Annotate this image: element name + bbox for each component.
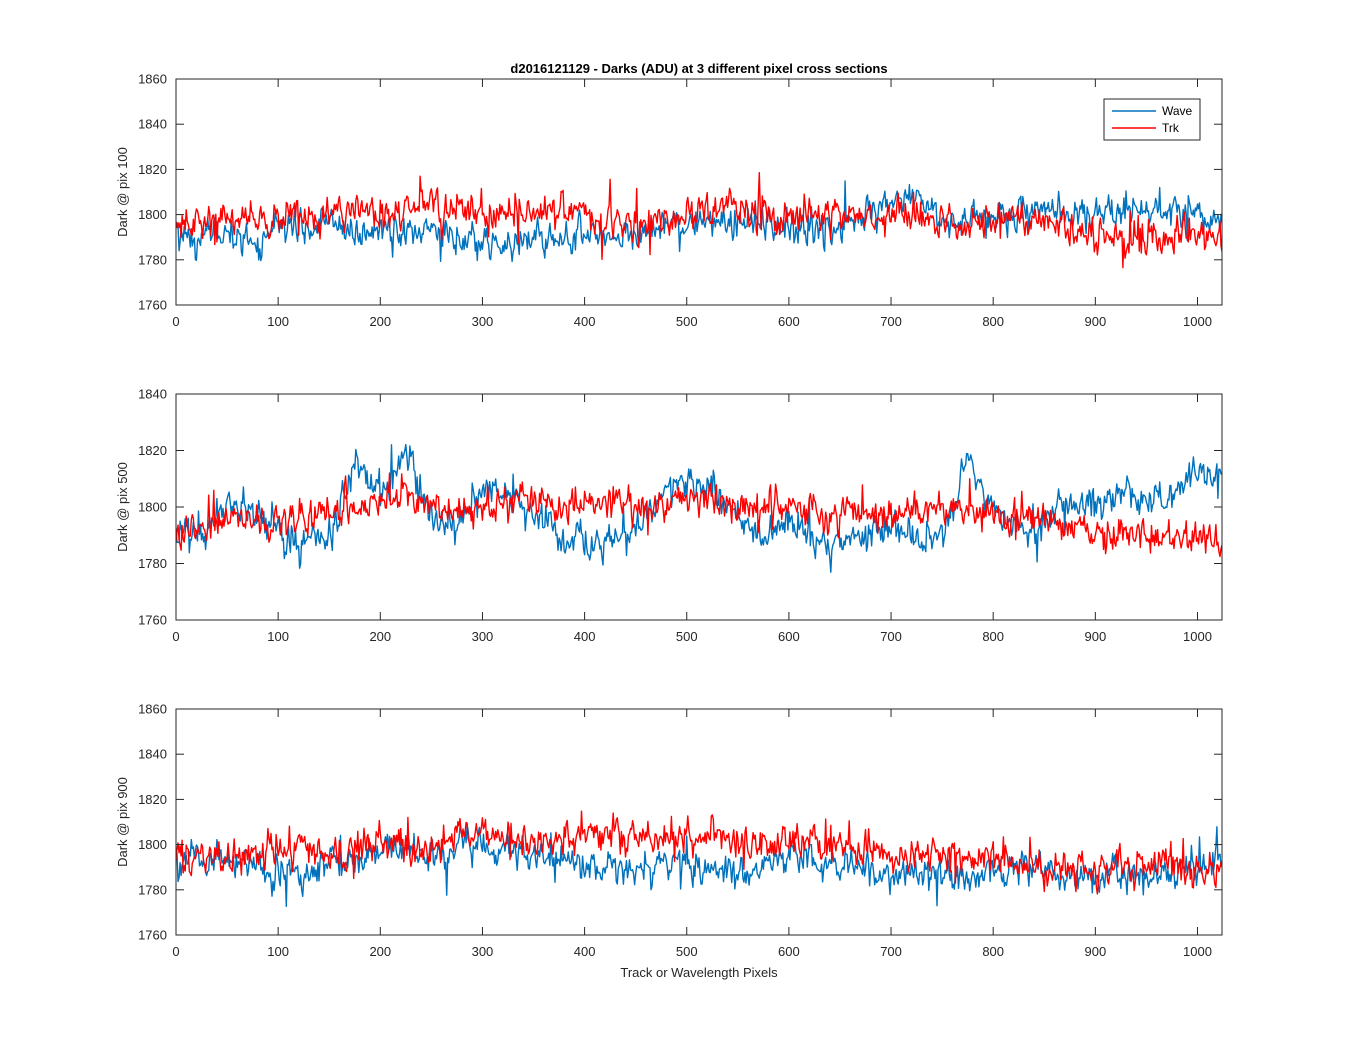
legend-item-wave[interactable]: Wave [1112, 104, 1193, 118]
series-wave-line [176, 180, 1222, 263]
x-tick-label: 900 [1084, 944, 1106, 959]
x-tick-label: 200 [369, 629, 391, 644]
y-tick-label: 1800 [138, 837, 167, 852]
y-tick-label: 1840 [138, 387, 167, 402]
panel-1: 0 100 200 300 400 500 600 700 800 900 1000 1760 1780… [115, 72, 1223, 329]
x-tick-label: 400 [574, 944, 596, 959]
y-tick-label: 1860 [138, 702, 167, 717]
y-axis-label: Dark @ pix 500 [115, 462, 130, 552]
legend-label: Wave [1162, 104, 1193, 118]
y-tick-label: 1820 [138, 792, 167, 807]
x-tick-label: 500 [676, 629, 698, 644]
x-tick-label: 800 [982, 314, 1004, 329]
legend[interactable]: Wave Trk [1103, 98, 1201, 141]
y-tick-label: 1760 [138, 928, 167, 943]
x-tick-label: 100 [267, 944, 289, 959]
x-tick-label: 800 [982, 944, 1004, 959]
plot-area [176, 79, 1222, 305]
x-tick-label: 300 [472, 944, 494, 959]
x-tick-label: 200 [369, 944, 391, 959]
x-tick-label: 100 [267, 629, 289, 644]
x-tick-label: 1000 [1183, 944, 1212, 959]
x-tick-label: 0 [172, 314, 179, 329]
series-trk-line [176, 472, 1222, 558]
x-tick-label: 600 [778, 314, 800, 329]
y-tick-label: 1820 [138, 443, 167, 458]
x-tick-label: 800 [982, 629, 1004, 644]
y-tick-label: 1760 [138, 298, 167, 313]
y-tick-label: 1800 [138, 207, 167, 222]
x-tick-label: 700 [880, 629, 902, 644]
x-tick-label: 0 [172, 944, 179, 959]
figure-title: d2016121129 - Darks (ADU) at 3 different… [510, 61, 887, 76]
x-tick-label: 1000 [1183, 314, 1212, 329]
y-tick-label: 1840 [138, 117, 167, 132]
series-group [176, 443, 1222, 573]
x-tick-label: 900 [1084, 314, 1106, 329]
y-tick-label: 1780 [138, 252, 167, 267]
x-tick-label: 500 [676, 944, 698, 959]
axes-frame [175, 708, 1223, 936]
series-group [176, 171, 1222, 269]
x-tick-label: 200 [369, 314, 391, 329]
x-tick-label: 900 [1084, 629, 1106, 644]
x-tick-label: 700 [880, 314, 902, 329]
x-tick-label: 400 [574, 629, 596, 644]
x-tick-label: 100 [267, 314, 289, 329]
x-tick-label: 300 [472, 629, 494, 644]
axes-frame [175, 78, 1223, 306]
series-trk-line [176, 810, 1222, 895]
y-tick-label: 1800 [138, 500, 167, 515]
x-tick-label: 300 [472, 314, 494, 329]
panels: 0 100 200 300 400 500 600 700 800 900 100017601780… [115, 72, 1223, 959]
series-wave-line [176, 824, 1222, 908]
y-tick-label: 1780 [138, 882, 167, 897]
y-tick-label: 1780 [138, 556, 167, 571]
x-tick-label: 500 [676, 314, 698, 329]
y-axis-label: Dark @ pix 900 [115, 777, 130, 867]
x-tick-label: 400 [574, 314, 596, 329]
y-tick-label: 1860 [138, 72, 167, 87]
x-axis-label: Track or Wavelength Pixels [620, 965, 778, 980]
legend-box [1103, 98, 1201, 141]
x-tick-label: 0 [172, 629, 179, 644]
x-tick-label: 1000 [1183, 629, 1212, 644]
y-tick-label: 1760 [138, 613, 167, 628]
series-group [176, 810, 1222, 908]
x-tick-label: 700 [880, 944, 902, 959]
y-tick-label: 1840 [138, 747, 167, 762]
plot-area [176, 709, 1222, 935]
panel-3: 0 100 200 300 400 500 600 700 800 900 1000 1760 1780… [115, 702, 1223, 959]
x-tick-label: 600 [778, 629, 800, 644]
legend-item-trk[interactable]: Trk [1112, 121, 1180, 135]
series-trk-line [176, 171, 1222, 269]
legend-label: Trk [1162, 121, 1180, 135]
y-axis-label: Dark @ pix 100 [115, 147, 130, 237]
x-tick-label: 600 [778, 944, 800, 959]
y-tick-label: 1820 [138, 162, 167, 177]
series-wave-line [176, 443, 1222, 573]
panel-2: 0 100 200 300 400 500 600 700 800 900 1000 1760 1780… [115, 387, 1223, 644]
